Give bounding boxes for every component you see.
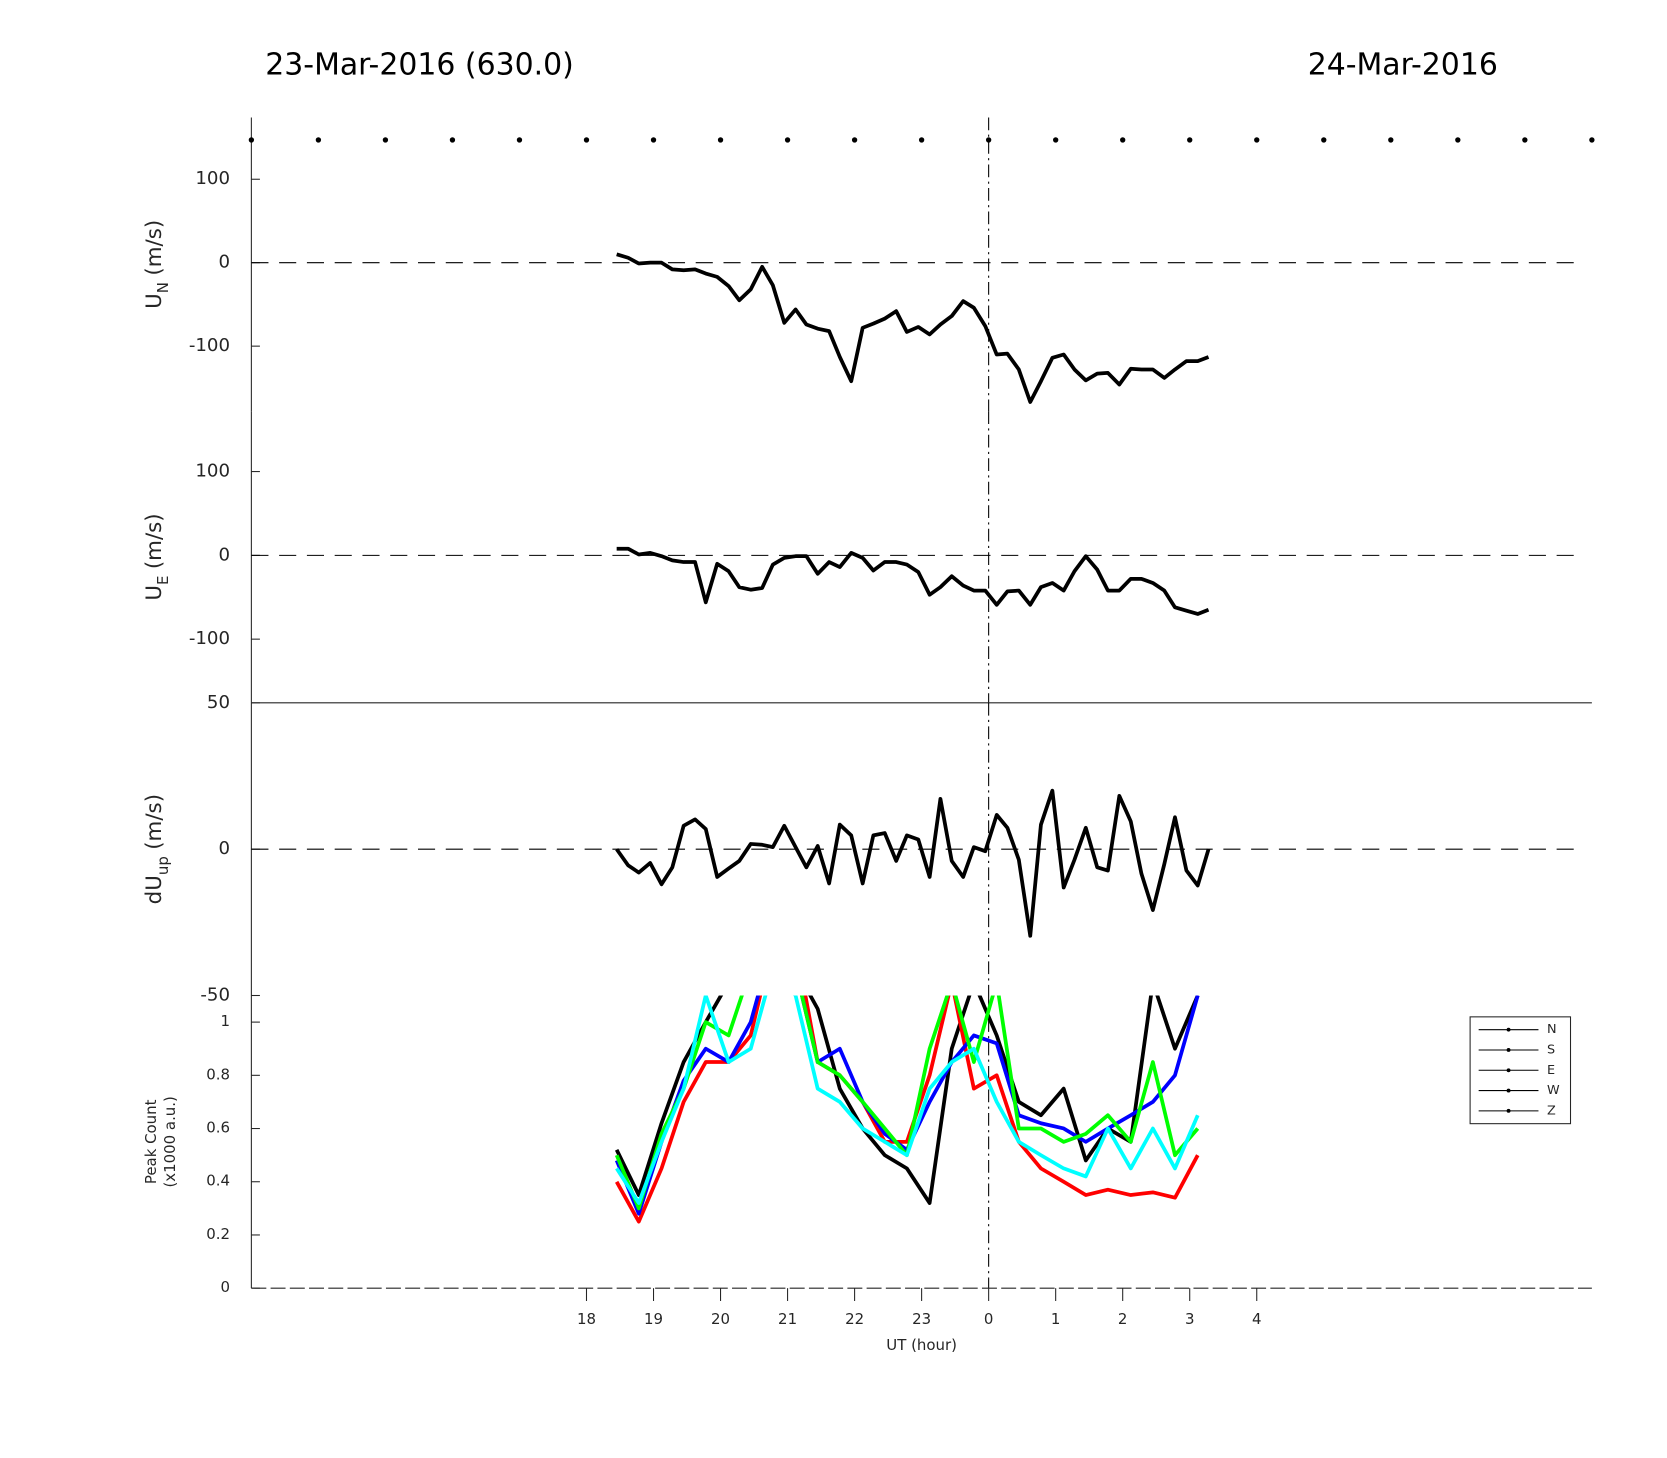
x-tick-label: 18 [577, 1310, 596, 1328]
y-label: UE (m/s) [142, 513, 172, 600]
x-tick-label: 20 [711, 1310, 730, 1328]
hour-marker [315, 137, 322, 143]
y-label-unit: (m/s) [142, 513, 167, 569]
y-tick-label: -50 [200, 984, 230, 1005]
y-label-sub: up [154, 856, 172, 875]
y-tick-label: 0 [218, 838, 230, 859]
y-label-unit: (m/s) [142, 220, 167, 276]
y-tick-label: -100 [189, 628, 230, 649]
y-tick-label: 50 [207, 692, 230, 713]
data-line [614, 995, 1200, 1205]
y-label-line: (x1000 a.u.) [161, 1096, 179, 1187]
hour-marker [985, 137, 992, 143]
y-tick-label: 1 [220, 1012, 230, 1030]
hour-marker [583, 137, 590, 143]
y-label: UN (m/s) [142, 220, 172, 309]
hour-marker [1254, 137, 1260, 143]
y-label-main: U [142, 293, 167, 309]
x-tick-label: 1 [1051, 1310, 1061, 1328]
hour-marker [1455, 137, 1461, 143]
x-tick-label: 19 [644, 1310, 663, 1328]
hour-marker [1388, 137, 1394, 143]
y-label-sub: N [154, 282, 172, 293]
legend-dot [1506, 1108, 1511, 1113]
x-tick-label: 0 [984, 1310, 994, 1328]
legend-dot [1506, 1048, 1511, 1052]
y-label: dUup (m/s) [142, 794, 172, 904]
hour-marker [1589, 137, 1595, 143]
hour-marker [918, 137, 925, 143]
y-tick-label: 100 [195, 168, 230, 189]
hour-marker [516, 137, 523, 143]
hour-marker [1321, 137, 1327, 143]
x-label: UT (hour) [886, 1336, 957, 1354]
date-left: 23-Mar-2016 (630.0) [265, 48, 574, 83]
y-tick-label: -100 [189, 335, 230, 356]
legend-label: Z [1547, 1103, 1556, 1118]
plot-area [614, 995, 1200, 1224]
y-tick-label: 100 [195, 461, 230, 482]
hour-marker [1053, 137, 1059, 143]
data-line [614, 995, 1200, 1216]
hour-marker [1522, 137, 1528, 143]
x-tick-label: 2 [1118, 1310, 1128, 1328]
legend-label: W [1547, 1083, 1560, 1098]
x-tick-label: 4 [1252, 1310, 1262, 1328]
x-tick-label: 21 [778, 1310, 797, 1328]
date-right: 24-Mar-2016 [1308, 48, 1498, 83]
y-label-main: dU [142, 875, 167, 904]
x-tick-label: 23 [912, 1310, 931, 1328]
hour-marker [1187, 137, 1193, 143]
y-label-unit: (m/s) [142, 794, 167, 850]
legend-dot [1506, 1027, 1511, 1032]
legend-label: S [1547, 1042, 1555, 1057]
legend-dot [1506, 1068, 1511, 1073]
legend-dot [1506, 1088, 1511, 1093]
legend-label: E [1547, 1063, 1555, 1078]
y-label-sub: E [154, 576, 172, 585]
y-tick-label: 0 [218, 544, 230, 565]
data-line [615, 788, 1211, 938]
y-tick-label: 0.6 [206, 1119, 230, 1137]
data-line [615, 995, 1200, 1224]
y-tick-label: 0.2 [206, 1225, 230, 1243]
hour-marker [449, 137, 456, 143]
data-line [616, 546, 1210, 616]
x-tick-label: 22 [845, 1310, 864, 1328]
hour-marker [248, 137, 255, 143]
y-tick-label: 0 [220, 1278, 230, 1296]
hour-marker [1120, 137, 1126, 143]
hour-marker [784, 137, 791, 143]
y-tick-label: 0.4 [206, 1172, 230, 1190]
y-label: Peak Count(x1000 a.u.) [142, 1096, 179, 1187]
hour-marker [650, 137, 657, 143]
legend-label: N [1547, 1022, 1557, 1037]
y-tick-label: 0.8 [206, 1065, 230, 1083]
data-line [615, 995, 1200, 1205]
y-label-main: U [142, 585, 167, 601]
data-line [616, 252, 1210, 404]
hour-marker [851, 137, 858, 143]
hour-marker [382, 137, 389, 143]
y-tick-label: 0 [218, 252, 230, 273]
hour-marker [717, 137, 724, 143]
x-tick-label: 3 [1185, 1310, 1195, 1328]
y-label-line: Peak Count [142, 1099, 160, 1184]
